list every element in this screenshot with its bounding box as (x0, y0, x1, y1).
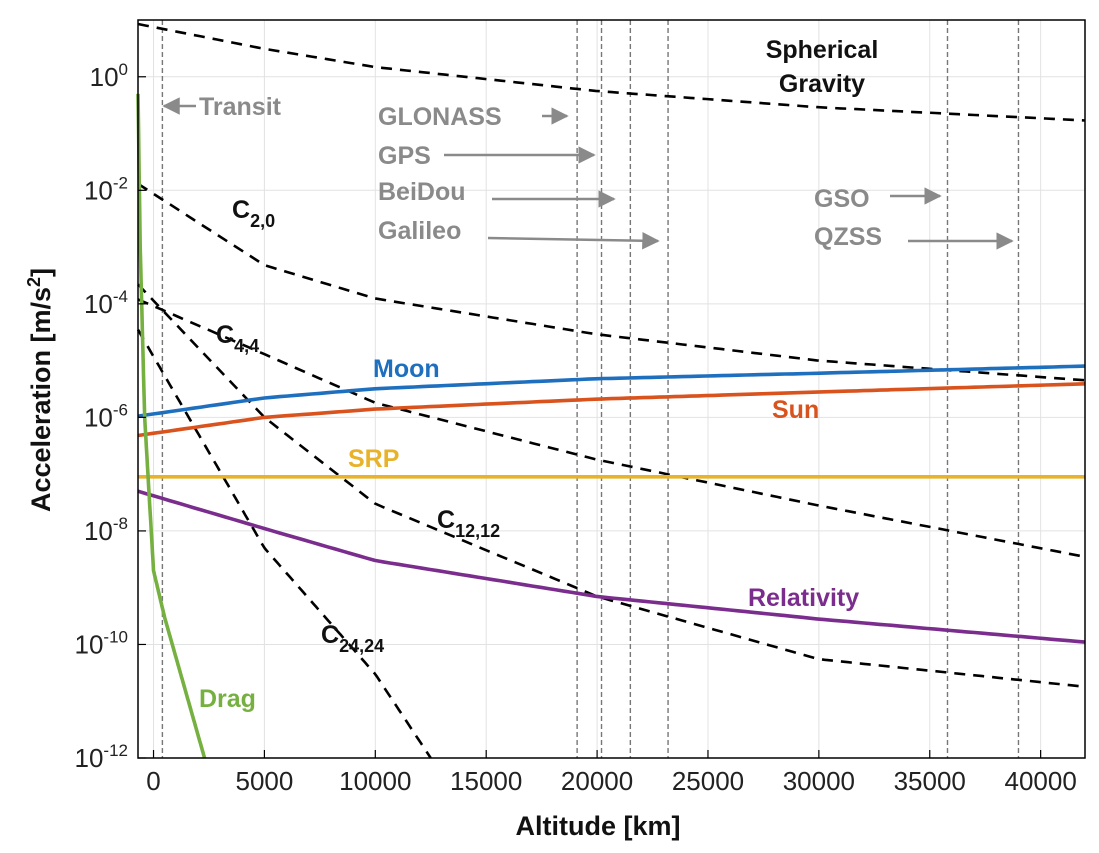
label-moon: Moon (373, 355, 440, 383)
y-tick-label: 10-8 (84, 514, 128, 546)
label-transit: Transit (199, 93, 282, 121)
label-qzss: QZSS (814, 223, 882, 251)
label-c44-sub: 4,4 (234, 336, 259, 356)
x-tick-label: 20000 (561, 766, 633, 796)
label-c2424-base: C (321, 621, 339, 649)
label-c2424-sub: 24,24 (339, 636, 384, 656)
x-tick-label: 5000 (235, 766, 293, 796)
grid (138, 20, 1085, 759)
label-c20-sub: 2,0 (250, 211, 275, 231)
y-axis-label-sup: 2 (24, 277, 44, 287)
label-c1212-sub: 12,12 (455, 521, 500, 541)
label-c1212-base: C (437, 506, 455, 534)
label-c20-base: C (232, 196, 250, 224)
series-relativity (137, 489, 1086, 644)
galileo-arrow (487, 231, 660, 250)
y-tick-labels: 100 10-2 10-4 10-6 10-8 10-10 10-12 (75, 60, 146, 773)
y-tick-label: 10-6 (84, 400, 128, 432)
y-tick-label: 10-10 (75, 627, 129, 659)
x-tick-labels: 0 5000 10000 15000 20000 25000 30000 35000 40000 (146, 750, 1077, 796)
series-moon (137, 364, 1086, 418)
y-axis-label-close: ] (26, 268, 56, 277)
label-gso: GSO (814, 185, 870, 213)
x-tick-label: 25000 (672, 766, 744, 796)
x-tick-label: 30000 (783, 766, 855, 796)
label-glonass: GLONASS (378, 103, 502, 131)
plot-frame (137, 19, 1086, 759)
series-c12-12 (137, 283, 1086, 688)
label-c2424: C24,24 (321, 621, 384, 656)
label-spherical: Spherical (766, 36, 879, 64)
label-c20: C2,0 (232, 196, 275, 231)
series-drag (136, 93, 207, 759)
y-tick-label: 10-12 (75, 741, 129, 773)
x-axis-label: Altitude [km] (516, 811, 681, 841)
label-c44: C4,4 (216, 321, 259, 356)
label-c1212: C12,12 (437, 506, 500, 541)
label-relativity: Relativity (748, 584, 859, 612)
x-tick-label: 15000 (450, 766, 522, 796)
x-tick-label: 10000 (339, 766, 411, 796)
y-axis-label: Acceleration [m/s2] (24, 268, 56, 512)
series-spherical-gravity (137, 22, 1086, 122)
orbit-lines (161, 20, 1020, 758)
label-gps: GPS (378, 142, 431, 170)
label-beidou: BeiDou (378, 178, 466, 206)
y-tick-label: 10-4 (84, 287, 128, 319)
label-galileo: Galileo (378, 217, 461, 245)
series-group (136, 22, 1086, 759)
series-sun (137, 382, 1086, 438)
label-sun: Sun (772, 396, 819, 424)
label-gravity: Gravity (779, 70, 865, 98)
x-tick-label: 40000 (1004, 766, 1076, 796)
label-srp: SRP (348, 445, 399, 473)
y-tick-label: 10-2 (84, 173, 128, 205)
series-c4-4 (137, 298, 1086, 559)
label-drag: Drag (199, 685, 256, 713)
label-c44-base: C (216, 321, 234, 349)
y-axis-label-text: Acceleration [m/s (26, 287, 56, 512)
x-tick-label: 0 (146, 766, 160, 796)
x-tick-label: 35000 (894, 766, 966, 796)
series-c24-24 (136, 329, 432, 759)
y-tick-label: 100 (90, 60, 128, 92)
